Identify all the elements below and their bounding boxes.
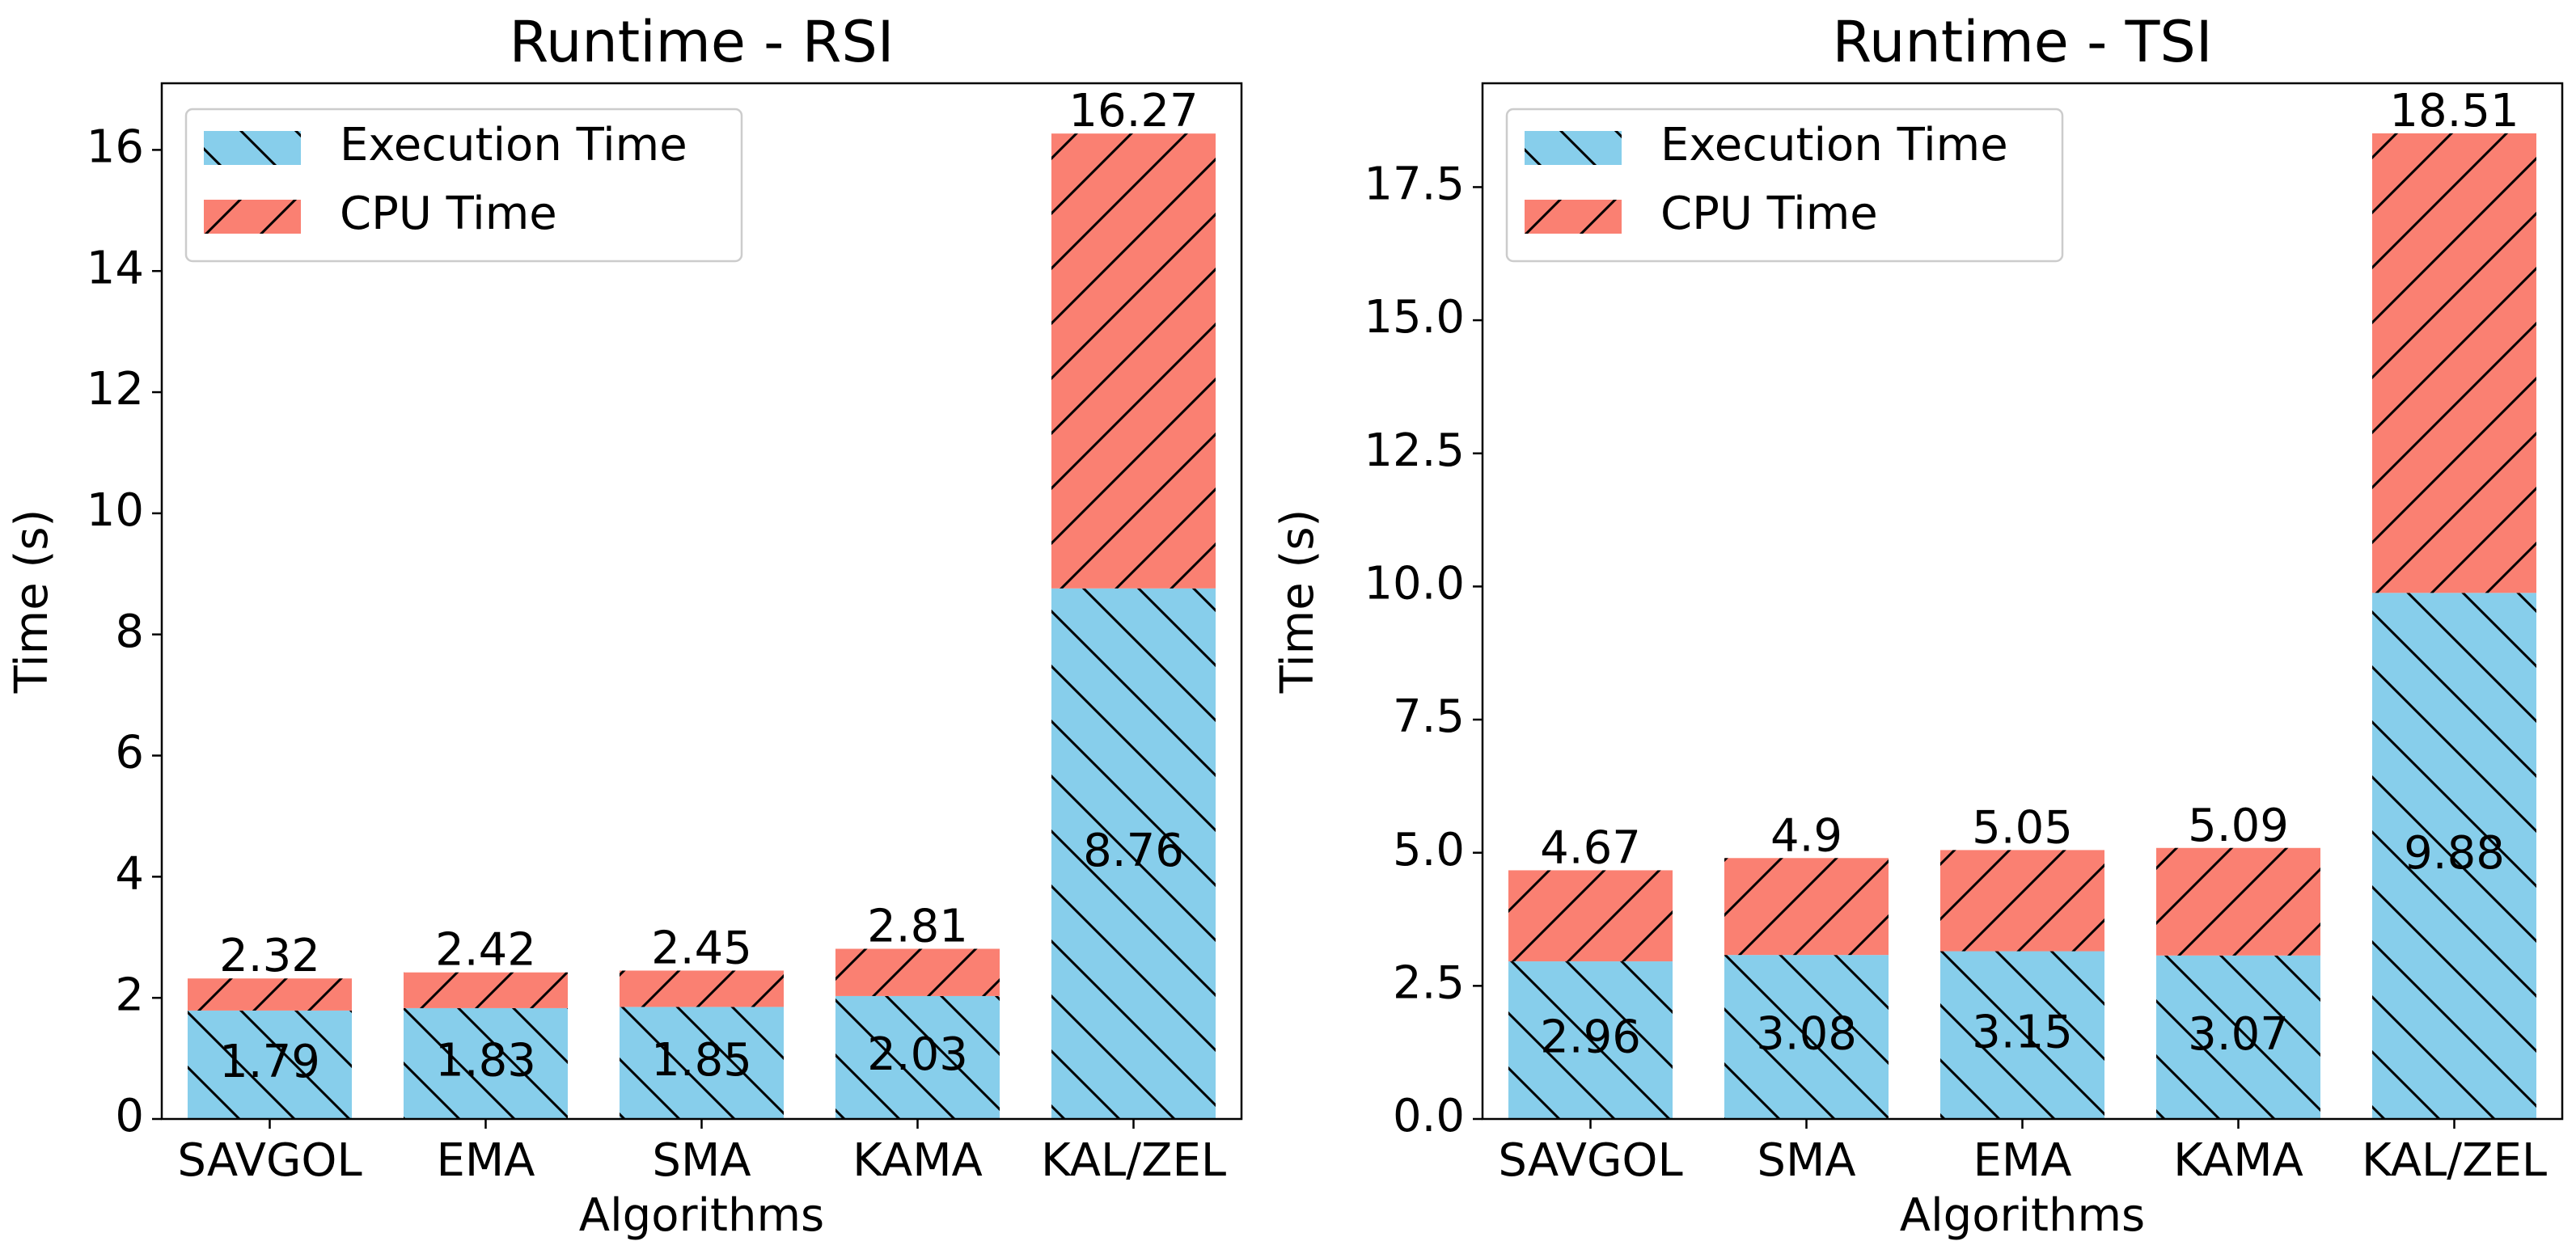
- data-label-execution: 8.76: [1083, 825, 1184, 877]
- x-tick-label: SAVGOL: [1498, 1134, 1682, 1187]
- x-tick-label: SAVGOL: [177, 1134, 362, 1187]
- legend-label-cpu: CPU Time: [1660, 188, 1878, 240]
- bar-cpu-hatch: [620, 970, 784, 1007]
- data-label-execution: 3.08: [1756, 1008, 1857, 1061]
- bar-cpu-hatch: [2372, 133, 2536, 593]
- x-tick-label: EMA: [1973, 1134, 2071, 1187]
- x-tick-label: KAL/ZEL: [2362, 1134, 2547, 1187]
- data-label-total: 4.9: [1770, 809, 1842, 862]
- data-label-total: 2.42: [435, 924, 536, 977]
- data-label-execution: 1.83: [435, 1035, 536, 1087]
- bar-execution-hatch: [1940, 951, 2104, 1119]
- x-axis-label: Algorithms: [579, 1189, 824, 1242]
- bar-cpu-hatch: [2156, 847, 2320, 956]
- bar-cpu-hatch: [404, 972, 568, 1008]
- y-axis-label: Time (s): [1271, 509, 1324, 695]
- data-label-execution: 2.96: [1540, 1011, 1641, 1064]
- y-tick-label: 17.5: [1364, 158, 1465, 211]
- legend-swatch-execution-hatch: [204, 131, 301, 165]
- legend-frame: [1505, 108, 2064, 263]
- axes: 0 2 4 6 8 10 12 14 16 SAVGOL EMA SMA KAMA KAL/ZEL: [87, 82, 1243, 1187]
- y-tick-label: 12: [87, 363, 144, 416]
- bar-cpu-hatch: [1940, 850, 2104, 952]
- bar-execution-hatch: [620, 1007, 784, 1119]
- data-label-execution: 1.85: [651, 1034, 752, 1087]
- bar-cpu-hatch: [835, 948, 1000, 996]
- data-label-total: 18.51: [2389, 85, 2519, 137]
- data-label-total: 2.81: [867, 900, 968, 952]
- data-label-execution: 3.15: [1972, 1006, 2073, 1058]
- x-tick-label: KAL/ZEL: [1041, 1134, 1226, 1187]
- legend: Execution Time CPU Time: [1505, 108, 2064, 263]
- data-label-total: 16.27: [1068, 85, 1198, 137]
- bar-cpu-hatch: [1724, 858, 1889, 956]
- legend-label-execution: Execution Time: [340, 119, 687, 171]
- y-tick-label: 5.0: [1393, 824, 1465, 876]
- y-tick-label: 8: [115, 606, 144, 658]
- y-tick-label: 15.0: [1364, 291, 1465, 344]
- bar-execution-hatch: [1724, 955, 1889, 1119]
- bars: 1.79 2.32 1.83 2.42 1.85 2.45 2.03 2.81 8.76 16.2…: [188, 85, 1216, 1119]
- bar-execution-hatch: [404, 1007, 568, 1119]
- data-label-total: 2.45: [651, 922, 752, 974]
- bar-execution-hatch: [2372, 593, 2536, 1119]
- y-tick-label: 7.5: [1393, 690, 1465, 743]
- data-label-execution: 9.88: [2404, 827, 2505, 880]
- legend-label-execution: Execution Time: [1660, 119, 2008, 171]
- legend-swatch-execution-hatch: [1525, 131, 1622, 165]
- chart-title: Runtime - TSI: [1833, 9, 2213, 75]
- y-axis-label: Time (s): [6, 509, 58, 695]
- y-tick-label: 4: [115, 847, 144, 900]
- bars: 2.96 4.67 3.08 4.9 3.15 5.05 3.07 5.09 9.88 18.51: [1508, 85, 2536, 1119]
- bar-cpu-hatch: [1508, 870, 1673, 962]
- bar-cpu-hatch: [1051, 133, 1216, 589]
- x-axis-label: Algorithms: [1900, 1189, 2145, 1242]
- chart-rsi: Runtime - RSI Time (s) Algorithms 1.79 2.…: [6, 9, 1243, 1242]
- bar-execution-hatch: [835, 995, 1000, 1119]
- bar-execution-hatch: [188, 1010, 352, 1119]
- bar-cpu-hatch: [188, 978, 352, 1011]
- bar-execution-hatch: [1051, 588, 1216, 1119]
- data-label-total: 5.09: [2188, 800, 2289, 852]
- data-label-execution: 2.03: [867, 1028, 968, 1081]
- axes: 0.0 2.5 5.0 7.5 10.0 12.5 15.0 17.5 SAVGOL SMA EMA…: [1364, 82, 2564, 1187]
- y-tick-label: 2: [115, 969, 144, 1021]
- legend-label-cpu: CPU Time: [340, 188, 557, 240]
- y-tick-label: 10.0: [1364, 558, 1465, 610]
- bar-execution-hatch: [1508, 961, 1673, 1119]
- data-label-total: 4.67: [1540, 821, 1641, 874]
- chart-title: Runtime - RSI: [510, 9, 895, 75]
- x-tick-label: SMA: [652, 1134, 751, 1187]
- y-tick-label: 16: [87, 121, 144, 174]
- data-label-execution: 3.07: [2188, 1008, 2289, 1061]
- legend-swatch-cpu-hatch: [204, 200, 301, 234]
- x-tick-label: KAMA: [852, 1134, 983, 1187]
- data-label-execution: 1.79: [219, 1036, 320, 1088]
- data-label-total: 5.05: [1972, 801, 2073, 854]
- y-tick-label: 6: [115, 727, 144, 779]
- bar-execution-hatch: [2156, 955, 2320, 1119]
- legend-frame: [184, 108, 743, 263]
- x-tick-label: KAMA: [2173, 1134, 2303, 1187]
- chart-tsi: Runtime - TSI Time (s) Algorithms 2.96 4.…: [1271, 9, 2564, 1242]
- x-tick-label: SMA: [1757, 1134, 1855, 1187]
- legend-swatch-cpu-hatch: [1525, 200, 1622, 234]
- y-tick-label: 14: [87, 242, 144, 294]
- y-tick-label: 0.0: [1393, 1090, 1465, 1142]
- y-tick-label: 12.5: [1364, 424, 1465, 477]
- legend: Execution Time CPU Time: [184, 108, 743, 263]
- data-label-total: 2.32: [219, 930, 320, 982]
- x-tick-label: EMA: [436, 1134, 535, 1187]
- y-tick-label: 10: [87, 484, 144, 537]
- y-tick-label: 2.5: [1393, 956, 1465, 1009]
- y-tick-label: 0: [115, 1090, 144, 1142]
